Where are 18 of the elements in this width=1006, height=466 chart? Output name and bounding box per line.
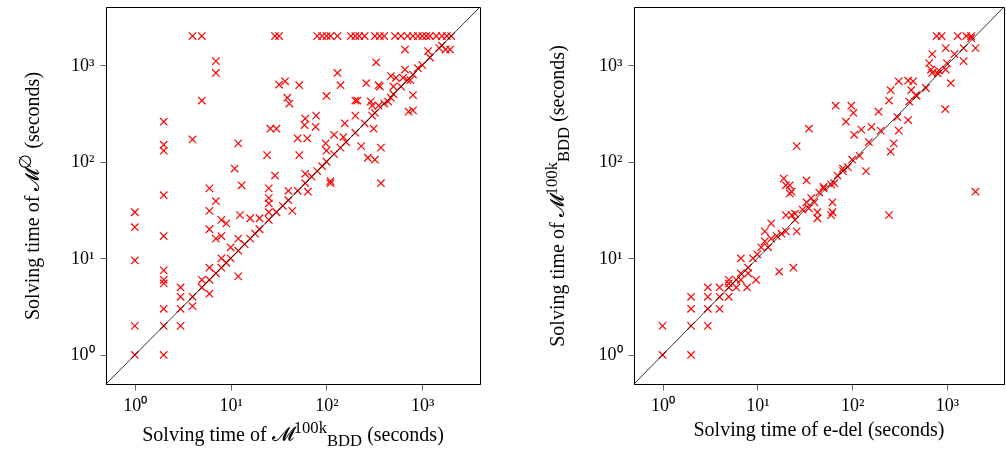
x-tick-label: 10² (840, 394, 865, 415)
x-tick-label: 10¹ (746, 394, 770, 415)
x-tick-label: 10⁰ (651, 394, 676, 415)
y-tick-label: 10¹ (599, 247, 623, 268)
x-tick-label: 10¹ (219, 394, 243, 415)
y-tick-label: 10¹ (71, 247, 95, 268)
y-tick-label: 10² (599, 151, 623, 172)
x-tick-label: 10² (315, 394, 339, 415)
x-tick-label: 10³ (411, 394, 436, 415)
y-tick-label: 10⁰ (70, 344, 95, 365)
y-tick-label: 10⁰ (598, 344, 623, 365)
x-axis-title: Solving time of e-del (seconds) (693, 418, 945, 441)
y-tick-label: 10³ (71, 54, 96, 75)
x-tick-label: 10⁰ (123, 394, 148, 415)
x-axis-title: Solving time of 𝓜$^{100k}$$_{BDD}$ (seconds) (142, 418, 444, 451)
x-tick-label: 10³ (935, 394, 960, 415)
y-tick-label: 10³ (599, 54, 624, 75)
y-tick-label: 10² (71, 151, 95, 172)
